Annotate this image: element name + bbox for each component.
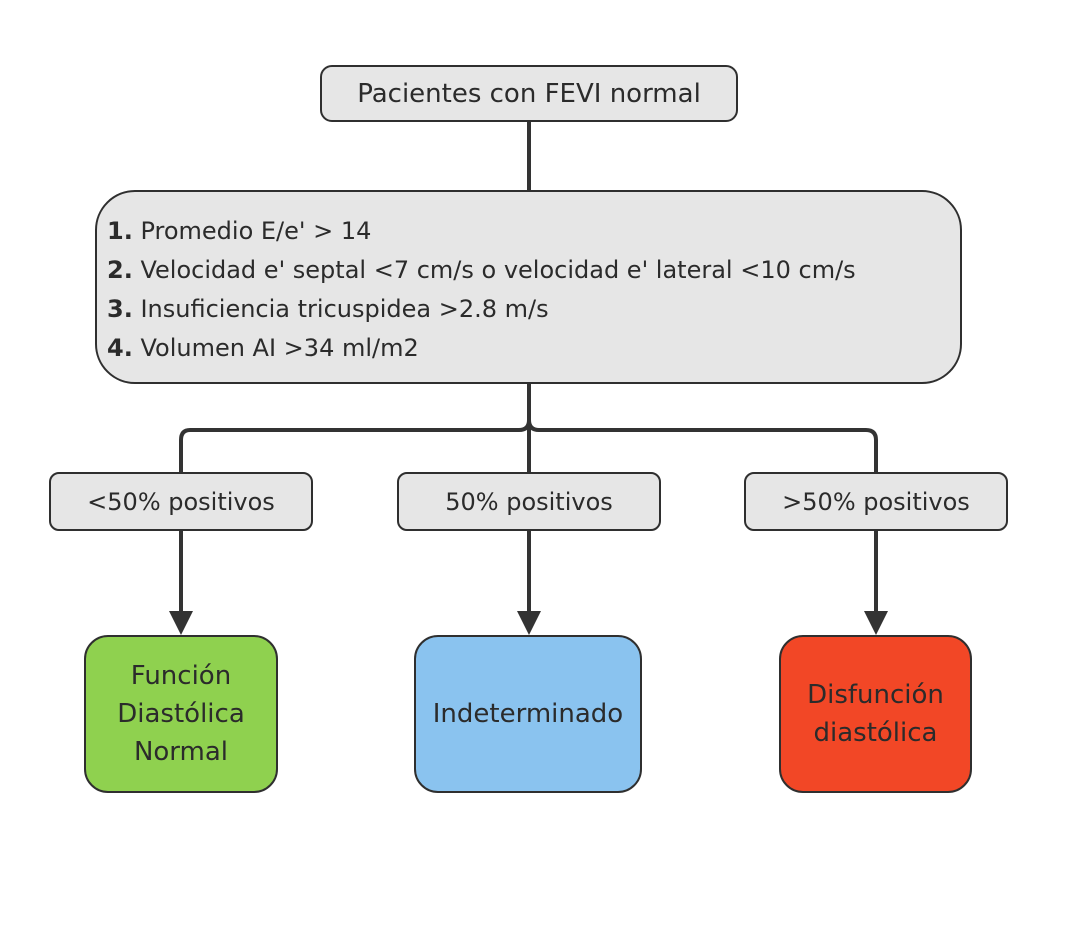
result-diastolic-dysfunction: Disfunción diastólica <box>779 635 972 793</box>
result-indeterminate: Indeterminado <box>414 635 642 793</box>
criterion-1: 1. Promedio E/e' > 14 <box>107 212 960 251</box>
result-label-line: Normal <box>133 737 229 767</box>
condition-less-than-half: <50% positivos <box>49 472 313 531</box>
criterion-2: 2. Velocidad e' septal <7 cm/s o velocid… <box>107 251 960 290</box>
condition-more-than-half: >50% positivos <box>744 472 1008 531</box>
condition-label: 50% positivos <box>445 487 613 516</box>
criterion-text: Promedio E/e' > 14 <box>132 217 372 245</box>
criterion-number: 4. <box>107 334 133 362</box>
criterion-text: Volumen AI >34 ml/m2 <box>132 334 419 362</box>
criterion-text: Velocidad e' septal <7 cm/s o velocidad … <box>132 256 856 284</box>
condition-label: <50% positivos <box>87 487 275 516</box>
criterion-text: Insuficiencia tricuspidea >2.8 m/s <box>132 295 549 323</box>
root-node-label: Pacientes con FEVI normal <box>357 78 701 109</box>
criterion-4: 4. Volumen AI >34 ml/m2 <box>107 329 960 368</box>
root-node: Pacientes con FEVI normal <box>320 65 738 122</box>
condition-half: 50% positivos <box>397 472 661 531</box>
condition-label: >50% positivos <box>782 487 970 516</box>
result-label-line: Disfunción <box>807 680 944 710</box>
criterion-3: 3. Insuficiencia tricuspidea >2.8 m/s <box>107 290 960 329</box>
result-label-line: diastólica <box>813 718 938 748</box>
criterion-number: 2. <box>107 256 133 284</box>
result-label-line: Diastólica <box>117 699 245 729</box>
connector-criteria-branch <box>179 384 878 472</box>
result-label-line: Indeterminado <box>432 699 624 729</box>
criterion-number: 3. <box>107 295 133 323</box>
result-normal-function: Función Diastólica Normal <box>84 635 278 793</box>
criteria-node: 1. Promedio E/e' > 14 2. Velocidad e' se… <box>95 190 962 384</box>
criterion-number: 1. <box>107 217 133 245</box>
result-label-line: Función <box>130 661 232 691</box>
